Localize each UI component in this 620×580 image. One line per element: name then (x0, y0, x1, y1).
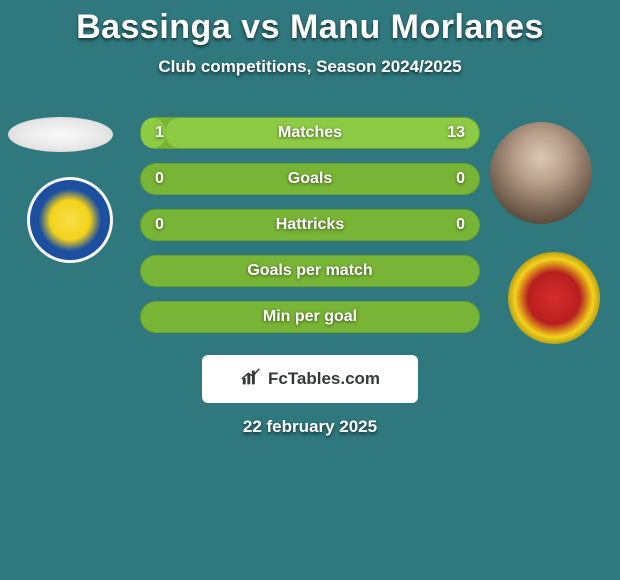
club1-crest (27, 177, 113, 263)
stat-value-right: 13 (447, 124, 465, 142)
comparison-card: Bassinga vs Manu Morlanes Club competiti… (0, 0, 620, 580)
page-title: Bassinga vs Manu Morlanes (0, 0, 620, 47)
stat-label: Hattricks (276, 216, 344, 234)
stat-row: Hattricks 0 0 (140, 209, 480, 241)
stat-row: Min per goal (140, 301, 480, 333)
stat-label: Goals per match (247, 262, 372, 280)
stat-value-left: 1 (155, 124, 164, 142)
stat-label: Matches (278, 124, 342, 142)
chart-icon (240, 366, 262, 393)
stat-value-left: 0 (155, 170, 164, 188)
date-label: 22 february 2025 (0, 417, 620, 437)
subtitle: Club competitions, Season 2024/2025 (0, 57, 620, 77)
stat-bars: Matches 1 13 Goals 0 0 Hattricks 0 0 Goals per ma… (140, 117, 480, 347)
branding-badge: FcTables.com (202, 355, 418, 403)
stat-label: Goals (288, 170, 332, 188)
stat-row: Goals 0 0 (140, 163, 480, 195)
branding-text: FcTables.com (268, 369, 380, 389)
stats-area: Matches 1 13 Goals 0 0 Hattricks 0 0 Goals per ma… (0, 107, 620, 347)
player1-photo (8, 117, 113, 152)
stat-value-left: 0 (155, 216, 164, 234)
stat-row: Goals per match (140, 255, 480, 287)
stat-value-right: 0 (456, 216, 465, 234)
player2-photo (490, 122, 592, 224)
club2-crest (508, 252, 600, 344)
stat-label: Min per goal (263, 308, 357, 326)
stat-value-right: 0 (456, 170, 465, 188)
stat-row: Matches 1 13 (140, 117, 480, 149)
